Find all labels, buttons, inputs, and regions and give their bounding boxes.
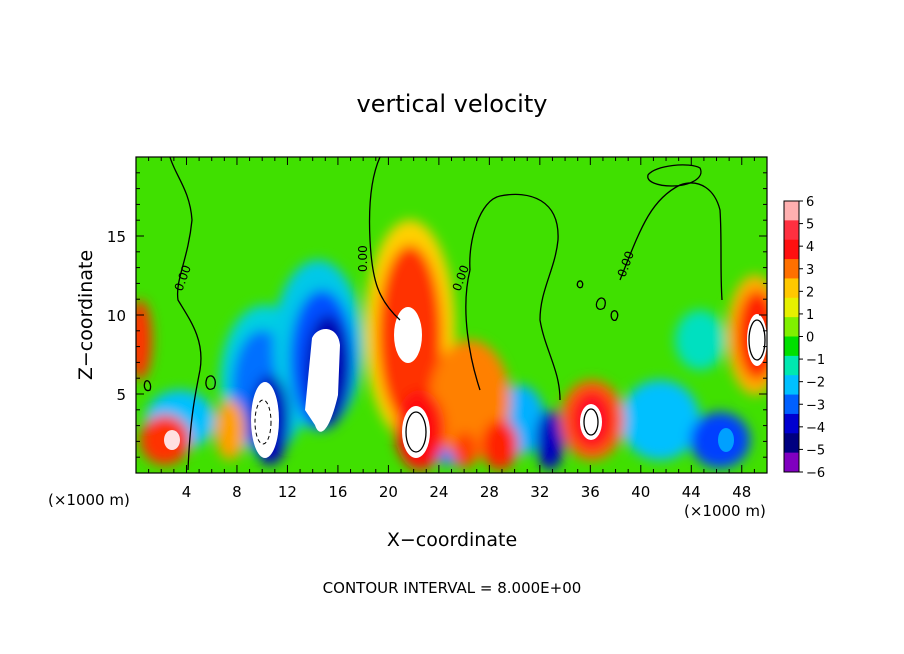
colorbar-swatch (784, 220, 799, 241)
contour-interval-note: CONTOUR INTERVAL = 8.000E+00 (323, 579, 582, 597)
colorbar-label: 1 (806, 308, 814, 323)
colorbar-label: −6 (806, 466, 825, 481)
colorbar-label: 3 (806, 263, 814, 278)
y-tick-label: 15 (107, 228, 126, 246)
axis-ticks (136, 157, 767, 473)
x-unit-left: (×1000 m) (48, 491, 130, 509)
x-tick-label: 4 (182, 483, 192, 501)
colorbar-swatch (784, 259, 799, 279)
y-tick-labels: 5 10 15 (107, 228, 126, 404)
colorbar-label: 6 (806, 195, 814, 210)
colorbar-label: −5 (806, 443, 825, 458)
x-unit-right: (×1000 m) (684, 502, 766, 520)
x-tick-label: 12 (278, 483, 297, 501)
colorbar-swatch (784, 278, 799, 299)
colorbar-label: −3 (806, 398, 825, 413)
y-tick-label: 10 (107, 307, 126, 325)
colorbar-swatch (784, 413, 799, 434)
x-tick-label: 32 (530, 483, 549, 501)
chart-title: vertical velocity (357, 90, 548, 118)
x-axis-label: X−coordinate (387, 529, 517, 551)
colorbar-swatch (784, 297, 799, 318)
colorbar-label: −2 (806, 376, 825, 391)
colorbar-swatch (784, 433, 799, 454)
colorbar-swatch (784, 201, 799, 221)
x-tick-label: 48 (732, 483, 751, 501)
colorbar-swatch (784, 355, 799, 376)
contour-label: 0.00 (356, 245, 370, 272)
x-tick-labels: 4 8 12 16 20 24 28 32 36 40 44 48 (182, 483, 752, 501)
colorbar: 6 5 4 3 2 1 0 −1 −2 −3 −4 −5 −6 (783, 195, 825, 481)
colorbar-swatch (784, 394, 799, 415)
colorbar-label: 5 (806, 218, 814, 233)
x-tick-label: 20 (379, 483, 398, 501)
colorbar-swatch (784, 239, 799, 260)
colorbar-label: 2 (806, 285, 814, 300)
heatmap-field (136, 157, 767, 473)
colorbar-swatch (784, 317, 799, 337)
x-tick-label: 36 (581, 483, 600, 501)
y-tick-label: 5 (116, 386, 126, 404)
colorbar-label: 0 (806, 331, 814, 346)
x-tick-label: 16 (328, 483, 347, 501)
colorbar-label: −1 (806, 353, 825, 368)
x-tick-label: 40 (631, 483, 650, 501)
colorbar-swatch (784, 452, 799, 473)
y-axis-label: Z−coordinate (75, 250, 97, 380)
x-tick-label: 44 (682, 483, 701, 501)
x-tick-label: 28 (480, 483, 499, 501)
colorbar-label: −4 (806, 421, 825, 436)
x-tick-label: 24 (429, 483, 448, 501)
x-tick-label: 8 (232, 483, 242, 501)
colorbar-label: 4 (806, 240, 814, 255)
colorbar-swatch (784, 336, 799, 357)
colorbar-swatch (784, 375, 799, 396)
